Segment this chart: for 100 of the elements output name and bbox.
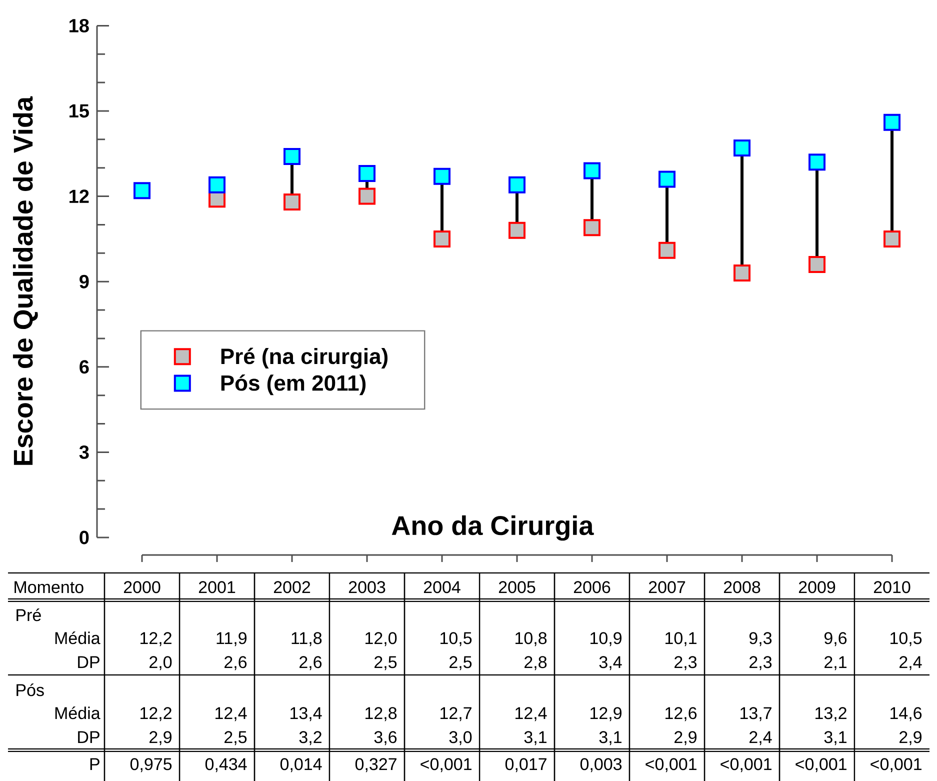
x-tick-label: 2008 [724, 581, 760, 594]
y-tick-label: 12 [70, 190, 89, 203]
x-tick-label: 2007 [648, 581, 686, 594]
x-tick-label: 2002 [274, 581, 310, 594]
point [808, 154, 826, 171]
data-label: 10,1 [666, 632, 696, 646]
text: Pós [16, 683, 44, 696]
data-label: 14,6 [890, 707, 922, 722]
data-label: 13,7 [740, 707, 772, 722]
data-label: 10,5 [890, 632, 922, 646]
x-axis-title: Ano da Cirurgia [392, 515, 594, 541]
data-label: 12,4 [516, 707, 547, 722]
text: 0,017 [505, 758, 546, 772]
data-label: 9,6 [824, 632, 847, 646]
point [434, 168, 451, 185]
point [884, 114, 900, 131]
y-tick-label: 0 [80, 530, 89, 544]
x-tick-label: 2004 [424, 581, 460, 594]
point [434, 230, 451, 248]
point [358, 188, 376, 205]
y-tick-label: 15 [70, 104, 89, 118]
legend-label: Pós (em 2011) [221, 374, 366, 396]
data-label: 13,2 [816, 707, 846, 722]
point [358, 165, 376, 182]
text: <0,001 [646, 758, 696, 772]
point [284, 148, 301, 165]
text: 2,5 [374, 656, 397, 670]
point [658, 242, 676, 259]
x-tick-label: 2010 [874, 581, 910, 594]
data-label: 11,8 [292, 632, 322, 646]
text: 3,2 [299, 731, 322, 746]
data-label: 12,4 [216, 707, 247, 722]
data-label: 12,8 [366, 707, 397, 722]
text: 0,327 [355, 758, 396, 772]
text: 0,434 [205, 758, 247, 772]
y-tick-label: 6 [80, 360, 89, 374]
legend-label: Pré (na cirurgia) [221, 348, 388, 369]
text: 2,4 [900, 656, 922, 670]
text: Momento [14, 581, 84, 594]
data-label: 10,5 [440, 632, 472, 646]
text: <0,001 [720, 758, 772, 772]
x-tick-label: 2000 [124, 581, 160, 594]
point [734, 139, 750, 156]
point [508, 222, 526, 239]
data-label: 12,0 [366, 632, 397, 646]
text: 3,1 [524, 731, 546, 746]
x-tick-label: 2005 [498, 581, 536, 594]
point [284, 193, 301, 210]
data-label: 12,9 [590, 707, 622, 722]
x-tick-label: 2003 [348, 581, 386, 594]
point [584, 219, 601, 236]
point [134, 182, 151, 200]
text: 2,4 [750, 731, 772, 746]
x-tick-label: 2001 [198, 581, 236, 594]
data-label: 10,9 [590, 632, 622, 646]
text: 2,8 [524, 656, 547, 670]
text: 2,1 [824, 656, 846, 670]
data-label: 13,4 [290, 707, 322, 722]
text: 2,9 [674, 731, 697, 746]
text: 12,2 [140, 632, 172, 646]
text: 0,975 [130, 758, 172, 772]
text: <0,001 [420, 758, 472, 772]
text: P [90, 758, 100, 770]
text: 2,6 [300, 656, 322, 670]
text: 2,3 [750, 656, 772, 670]
text: DP [78, 731, 100, 743]
text: 3,1 [824, 731, 846, 746]
text: 2,5 [224, 731, 247, 746]
text: 3,4 [599, 656, 622, 670]
text: <0,001 [870, 758, 922, 772]
data-label: 12,7 [440, 707, 472, 722]
y-axis-title: Escore de Qualidade de Vida [12, 96, 38, 465]
text: 0,003 [580, 758, 622, 772]
text: 2,9 [150, 731, 172, 746]
text: Pré [16, 608, 41, 622]
text: 2,6 [224, 656, 247, 670]
data-label: 12,2 [140, 707, 172, 722]
y-tick-label: 3 [79, 445, 89, 459]
point [584, 162, 601, 180]
data-label: 10,8 [516, 632, 547, 646]
text: 0,014 [280, 758, 322, 772]
text: <0,001 [796, 758, 846, 772]
x-tick-label: 2006 [574, 581, 610, 594]
text: 2,9 [900, 731, 922, 746]
point [208, 176, 226, 194]
point [808, 256, 826, 274]
text: Média [55, 631, 100, 644]
data-label: 12,6 [666, 707, 697, 722]
text: 3,0 [449, 731, 472, 746]
point [658, 170, 676, 188]
x-tick-label: 2009 [798, 581, 836, 594]
text: 2,0 [150, 656, 172, 670]
text: DP [78, 656, 100, 668]
y-tick-label: 18 [70, 18, 89, 32]
text: 3,6 [374, 731, 397, 746]
y-tick-label: 9 [80, 274, 89, 288]
point [734, 264, 750, 282]
text: Média [55, 706, 100, 720]
text: 2,3 [674, 656, 697, 670]
text: 2,5 [450, 656, 472, 670]
